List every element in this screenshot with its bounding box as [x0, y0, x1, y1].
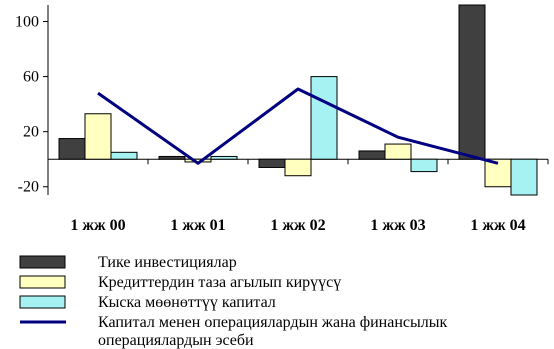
- legend-label: Кыска мөөнөттүү капитал: [98, 294, 276, 311]
- bar: [58, 138, 86, 160]
- bar: [484, 158, 512, 188]
- legend-label: операциялардын эсеби: [98, 332, 254, 349]
- bar: [310, 76, 338, 160]
- line-series: [97, 87, 499, 165]
- bar: [284, 158, 312, 177]
- legend-swatch: [19, 295, 66, 309]
- bar: [384, 143, 412, 160]
- legend-swatch: [19, 255, 66, 269]
- category-label: 1 жж 01: [170, 217, 225, 234]
- line-series-path: [97, 87, 499, 165]
- bar: [410, 158, 438, 173]
- bar: [210, 155, 238, 160]
- bars: [58, 4, 538, 196]
- bar: [110, 151, 138, 160]
- legend-label: Капитал менен операциялардын жана финанс…: [98, 314, 447, 331]
- y-tick-label: 100: [15, 14, 39, 31]
- y-tick-label: 20: [23, 124, 39, 141]
- category-labels: 1 жж 00 1 жж 01 1 жж 02 1 жж 03 1 жж 04: [70, 217, 525, 234]
- bar: [258, 158, 286, 168]
- y-tick-label: -20: [18, 179, 39, 196]
- bar: [358, 150, 386, 160]
- legend: Тике инвестициялар Кредиттердин таза агыл…: [19, 254, 447, 349]
- category-label: 1 жж 04: [470, 217, 525, 234]
- category-label: 1 жж 02: [270, 217, 325, 234]
- legend-label: Тике инвестициялар: [98, 254, 237, 271]
- legend-label: Кредиттердин таза агылып кирүүсү: [98, 274, 341, 291]
- category-label: 1 жж 03: [370, 217, 425, 234]
- bar: [458, 4, 486, 160]
- legend-swatch: [19, 275, 66, 289]
- bar: [84, 113, 112, 160]
- bar: [158, 155, 186, 160]
- bar: [510, 158, 538, 196]
- y-tick-label: 60: [23, 69, 39, 86]
- category-label: 1 жж 00: [70, 217, 125, 234]
